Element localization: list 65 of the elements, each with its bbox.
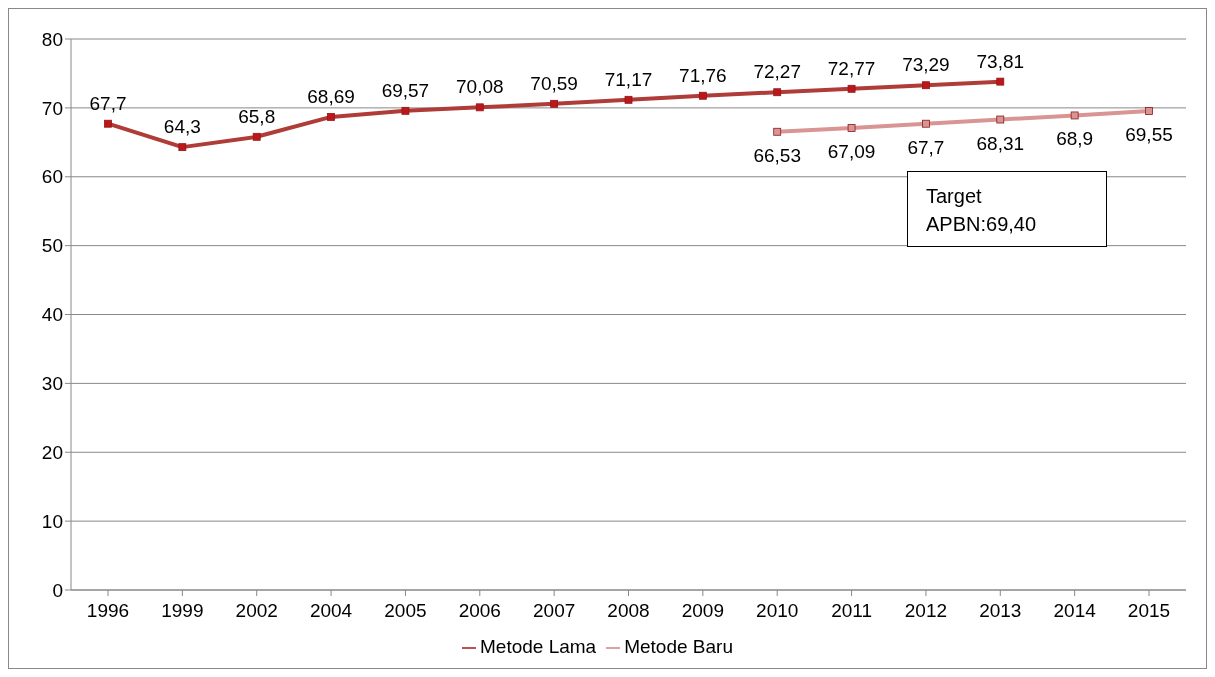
point	[401, 106, 410, 115]
x-tick-label: 2006	[458, 600, 501, 622]
x-tick-label: 2004	[309, 600, 353, 622]
point	[550, 99, 559, 108]
y-tick-label: 40	[41, 304, 63, 326]
data-label: 73,29	[902, 54, 950, 76]
point	[624, 95, 633, 104]
point	[773, 88, 782, 97]
point	[922, 81, 930, 90]
data-label: 71,76	[679, 64, 727, 86]
point	[327, 113, 335, 121]
point	[475, 103, 484, 112]
point	[922, 119, 930, 128]
point	[773, 127, 782, 136]
y-tick-label: 30	[41, 373, 63, 395]
point	[178, 143, 187, 152]
point	[252, 132, 261, 141]
x-tick-label: 1999	[161, 600, 204, 622]
data-label: 69,57	[381, 79, 430, 101]
legend-label: Metode Baru	[624, 636, 733, 657]
x-tick-label: 2012	[904, 600, 948, 622]
y-tick-label: 70	[41, 97, 63, 119]
point	[847, 84, 856, 93]
point	[1145, 107, 1153, 115]
point	[1070, 111, 1079, 120]
y-tick-label: 10	[41, 510, 63, 532]
point	[996, 77, 1005, 86]
data-label: 68,9	[1056, 128, 1094, 150]
data-label: 73,81	[976, 50, 1025, 72]
data-label: 67,7	[89, 92, 127, 114]
x-tick-label: 2010	[756, 600, 799, 622]
data-label: 67,7	[907, 136, 945, 158]
data-label: 70,08	[456, 76, 504, 98]
y-tick-label: 20	[41, 441, 63, 463]
point	[996, 115, 1005, 124]
y-tick-label: 60	[41, 166, 63, 188]
x-tick-label: 2015	[1127, 600, 1171, 622]
data-label: 66,53	[753, 144, 801, 166]
x-tick-label: 2007	[533, 600, 576, 622]
data-label: 72,27	[753, 61, 801, 83]
x-tick-label: 2008	[607, 600, 650, 622]
data-label: 72,77	[827, 57, 876, 79]
x-tick-label: 2002	[235, 600, 278, 622]
point	[698, 91, 707, 100]
x-tick-label: 2005	[384, 600, 427, 622]
x-tick-label: 2009	[681, 600, 724, 622]
text-box: Target APBN:69,40	[907, 171, 1107, 247]
point	[104, 119, 112, 128]
y-tick-label: 50	[41, 235, 63, 257]
data-label: 64,3	[163, 116, 201, 138]
x-tick-label: 2011	[831, 600, 872, 622]
x-tick-label: 1996	[86, 600, 130, 622]
data-label: 67,09	[827, 140, 876, 162]
x-tick-label: 2013	[979, 600, 1022, 622]
y-tick-label: 80	[41, 28, 63, 50]
point	[847, 124, 856, 132]
data-label: 69,55	[1125, 123, 1173, 145]
data-label: 65,8	[238, 105, 276, 127]
data-label: 68,69	[307, 85, 355, 107]
data-label: 70,59	[530, 72, 578, 94]
data-label: 68,31	[976, 132, 1025, 154]
x-tick-label: 2014	[1053, 600, 1097, 622]
data-label: 71,17	[604, 68, 653, 90]
y-tick-label: 0	[52, 579, 63, 601]
legend-label: Metode Lama	[480, 636, 597, 657]
